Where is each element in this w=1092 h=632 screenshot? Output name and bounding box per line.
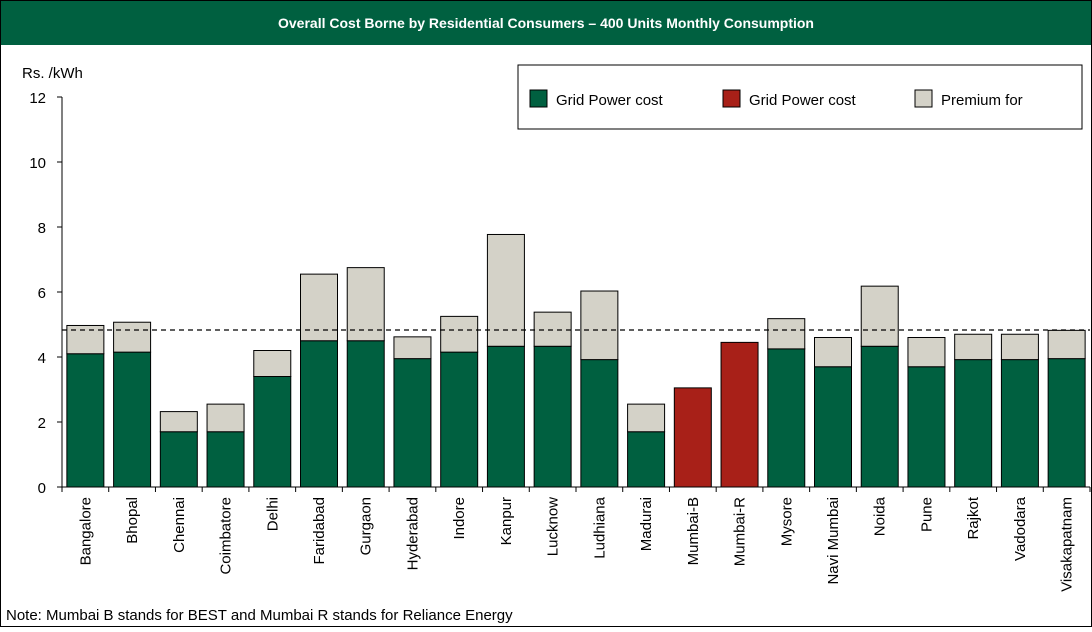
x-tick-label: Madurai: [638, 497, 655, 551]
legend-swatch: [722, 89, 741, 108]
bar-segment: [1047, 329, 1086, 360]
x-tick-label: Vadodara: [1012, 496, 1029, 561]
bar-segment: [440, 351, 479, 488]
bar-segment: [346, 340, 385, 488]
x-tick-label: Pune: [918, 497, 935, 532]
x-tick-label: Mysore: [778, 497, 795, 546]
x-tick-label: Indore: [451, 497, 468, 540]
bar-segment: [533, 311, 572, 347]
x-tick-label: Navi Mumbai: [825, 497, 842, 585]
bar-segment: [580, 359, 619, 488]
bar-segment: [533, 345, 572, 488]
bar-segment: [159, 431, 198, 488]
x-tick-label: Rajkot: [965, 496, 982, 539]
bar-segment: [253, 376, 292, 488]
y-tick-label: 8: [38, 220, 46, 237]
x-tick-label: Delhi: [264, 497, 281, 531]
bar-segment: [627, 431, 666, 488]
x-tick-label: Bhopal: [124, 497, 141, 544]
x-tick-label: Ludhiana: [591, 496, 608, 558]
title-banner: [1, 1, 1091, 45]
bar-segment: [300, 273, 338, 342]
bar-segment: [486, 345, 525, 488]
bar-segment: [673, 387, 712, 488]
x-tick-label: Coimbatore: [218, 497, 235, 575]
x-tick-label: Bangalore: [77, 497, 94, 565]
legend-swatch: [914, 89, 933, 108]
bar-segment: [486, 233, 525, 347]
legend: [517, 64, 1083, 130]
y-tick-label: 12: [29, 90, 46, 107]
bar-segment: [393, 358, 432, 488]
bar-segment: [627, 403, 666, 433]
bar-segment: [1000, 333, 1039, 361]
bar-segment: [907, 337, 946, 368]
bar-segment: [767, 348, 806, 488]
y-tick-label: 10: [29, 155, 46, 172]
bar-segment: [206, 403, 245, 433]
x-tick-label: Lucknow: [545, 497, 562, 556]
x-tick-label: Faridabad: [311, 497, 328, 565]
bar-segment: [159, 411, 198, 433]
chart-title: Overall Cost Borne by Residential Consum…: [278, 15, 814, 31]
bar-segment: [954, 333, 993, 361]
legend-label: Grid Power cost: [556, 92, 664, 109]
y-tick-label: 4: [38, 350, 46, 367]
bar-segment: [113, 321, 152, 353]
y-tick-label: 6: [38, 285, 46, 302]
bar-segment: [907, 366, 946, 488]
bar-segment: [253, 350, 292, 377]
legend-label: Premium for: [941, 92, 1023, 109]
bar-segment: [954, 359, 993, 488]
bar-segment: [860, 345, 899, 488]
bar-segment: [440, 315, 479, 353]
bar-segment: [393, 336, 432, 360]
x-tick-label: Kanpur: [498, 497, 515, 545]
legend-label: Grid Power cost: [749, 92, 857, 109]
bar-segment: [1047, 358, 1086, 488]
x-tick-label: Hyderabad: [404, 497, 421, 570]
y-tick-label: 2: [38, 415, 46, 432]
y-axis-label: Rs. /kWh: [22, 65, 83, 82]
bar-segment: [113, 351, 152, 488]
x-tick-label: Mumbai-R: [732, 497, 749, 566]
bar-segment: [206, 431, 245, 488]
y-tick-label: 0: [38, 480, 46, 497]
bar-segment: [300, 340, 338, 488]
bar-segment: [860, 285, 899, 347]
bar-segment: [814, 337, 852, 368]
note: Note: Mumbai B stands for BEST and Mumba…: [6, 607, 513, 624]
bar-segment: [720, 341, 759, 488]
bar-segment: [767, 318, 806, 350]
x-tick-label: Noida: [872, 496, 889, 536]
x-tick-label: Mumbai-B: [685, 497, 702, 565]
bar-segment: [1000, 359, 1039, 488]
bar-segment: [346, 267, 385, 342]
bar-segment: [580, 290, 619, 361]
legend-swatch: [529, 89, 548, 108]
x-tick-label: Chennai: [171, 497, 188, 553]
bar-segment: [66, 353, 105, 488]
x-tick-label: Gurgaon: [358, 497, 375, 555]
x-tick-label: Visakapatnam: [1059, 497, 1076, 592]
bar-segment: [814, 366, 852, 488]
